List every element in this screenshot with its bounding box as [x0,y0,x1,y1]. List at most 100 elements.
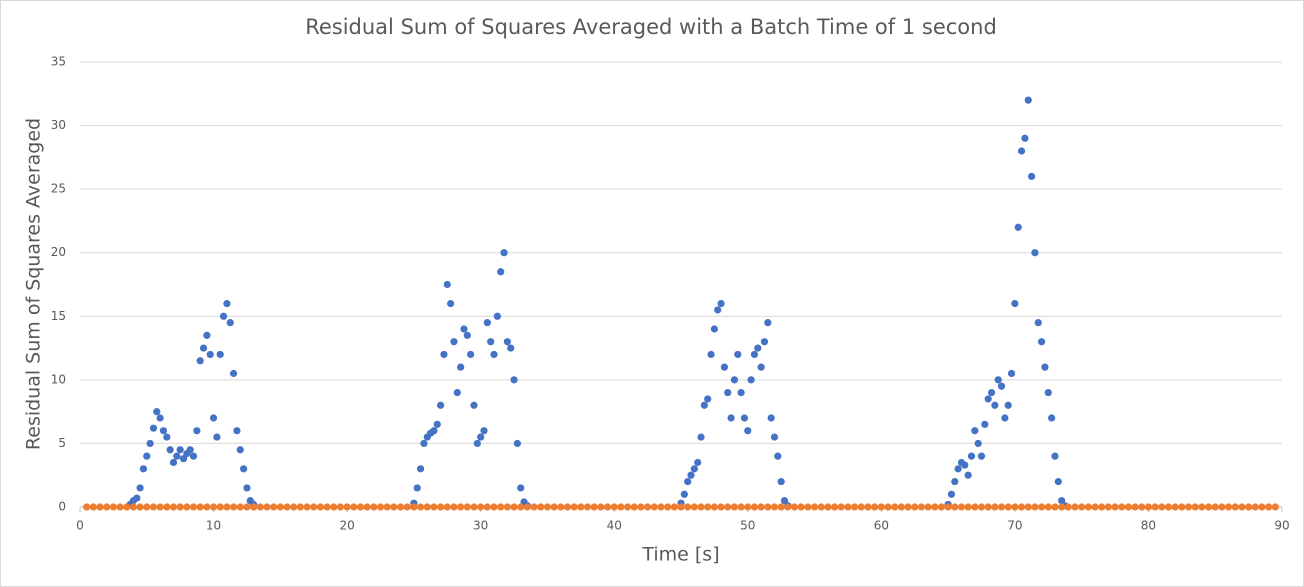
point [737,388,745,397]
point [780,497,789,505]
point [630,503,638,511]
point [343,503,351,511]
point [1011,503,1019,511]
point [403,503,411,511]
point [720,363,729,371]
point [433,420,441,428]
point [563,503,572,511]
point [203,503,211,511]
point [1191,503,1199,511]
point [744,427,752,435]
y-axis-title: Residual Sum of Squares Averaged [23,118,45,450]
point [767,414,775,422]
point [1231,503,1239,511]
point [730,503,739,511]
point [710,325,718,333]
point [964,471,972,479]
point [877,503,885,511]
point [714,306,722,314]
point [637,503,645,511]
point [704,503,712,511]
point [123,503,131,511]
point [430,427,438,435]
point [196,503,204,511]
point [644,503,652,511]
point [96,503,104,511]
point [250,503,258,511]
point [497,503,505,511]
point [219,312,228,320]
point [1044,388,1052,397]
x-tick-label: 60 [874,519,889,533]
x-tick-label: 50 [740,519,755,533]
point [727,414,735,422]
point [851,503,859,511]
point [183,503,191,511]
point [1017,147,1026,155]
point [1007,369,1016,378]
point [163,433,171,441]
point [1017,503,1026,511]
point [256,503,264,511]
y-tick-label: 30 [51,118,66,132]
point [480,427,488,435]
point [243,503,251,511]
point [550,503,558,511]
point [270,503,278,511]
point [824,503,832,511]
point [837,503,845,511]
point [1048,414,1056,422]
point [1151,503,1159,511]
point [830,503,839,511]
point [1051,452,1059,460]
point [503,338,511,346]
point [189,452,198,460]
point [169,503,178,511]
point [697,503,705,511]
point [984,503,992,511]
point [176,446,184,454]
point [136,503,144,511]
point [1044,503,1052,511]
point [310,503,318,511]
point [1031,503,1039,511]
point [153,408,161,416]
point [817,503,825,511]
point [717,299,725,308]
point [790,503,799,511]
point [477,503,485,511]
point [233,427,241,435]
y-tick-label: 35 [51,55,66,69]
point [904,503,912,511]
point [493,312,501,320]
point [954,465,962,473]
point [677,503,685,511]
point [944,503,952,511]
point [223,299,231,308]
point [236,446,244,454]
point [957,503,966,511]
point [797,503,805,511]
point [1004,503,1012,511]
point [730,376,739,384]
point [316,503,324,511]
point [350,503,358,511]
point [757,503,765,511]
point [1238,503,1246,511]
point [690,503,698,511]
point [734,350,742,359]
x-axis-title: Time [s] [641,544,719,566]
point [1124,503,1133,511]
point [597,503,605,511]
point [774,452,782,460]
point [263,503,271,511]
point [740,414,749,422]
point [290,503,298,511]
x-tick-label: 30 [473,519,488,533]
point [1258,503,1266,511]
point [570,503,578,511]
point [977,503,986,511]
x-tick-label: 20 [339,519,354,533]
point [413,484,421,492]
point [844,503,852,511]
